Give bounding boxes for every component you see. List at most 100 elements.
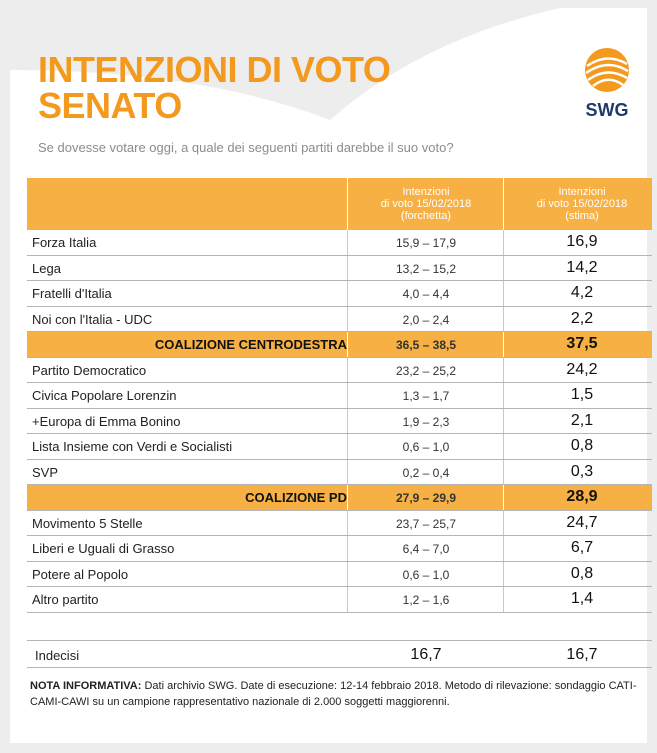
column-divider [503, 459, 504, 484]
vote-range: 23,2 – 25,2 [395, 363, 457, 378]
table-row: Potere al Popolo 0,6 – 1,0 0,8 [27, 561, 652, 587]
party-name: Forza Italia [32, 235, 97, 250]
vote-estimate: 0,8 [570, 564, 594, 582]
party-name: Lista Insieme con Verdi e Socialisti [32, 439, 233, 454]
column-divider [347, 536, 348, 561]
party-name: Lega [32, 260, 61, 276]
party-name: Civica Popolare Lorenzin [32, 388, 177, 403]
table-row: Partito Democratico 23,2 – 25,2 24,2 [27, 357, 652, 383]
column-divider [503, 587, 504, 612]
vote-estimate: 0,8 [570, 437, 594, 454]
vote-range: 36,5 – 38,5 [395, 338, 457, 352]
vote-estimate: 24,7 [566, 513, 598, 531]
header-estimate-line: di voto 15/02/2018 [536, 198, 628, 210]
party-name: Partito Democratico [32, 362, 147, 378]
vote-range: 0,2 – 0,4 [402, 465, 450, 480]
undecided-label: Indecisi [35, 648, 80, 663]
note-text: Dati archivio SWG. Date di esecuzione: 1… [30, 680, 637, 708]
vote-estimate: 2,2 [570, 309, 594, 327]
vote-range: 4,0 – 4,4 [402, 287, 450, 301]
party-name: Liberi e Uguali di Grasso [32, 541, 175, 556]
column-divider [347, 408, 348, 433]
party-name: Movimento 5 Stelle [32, 515, 143, 531]
vote-range: 1,9 – 2,3 [402, 414, 450, 429]
header-range-line: Intenzioni [402, 186, 450, 198]
column-divider [347, 485, 348, 510]
vote-estimate: 24,2 [566, 360, 598, 378]
header-range: Intenzioni di voto 15/02/2018 (forchetta… [349, 186, 503, 222]
table-row: Liberi e Uguali di Grasso 6,4 – 7,0 6,7 [27, 536, 652, 562]
vote-estimate: 2,1 [570, 411, 594, 429]
column-divider [347, 255, 348, 280]
table-row: Lega 13,2 – 15,2 14,2 [27, 255, 652, 281]
column-divider [503, 408, 504, 433]
column-divider [503, 536, 504, 561]
vote-range: 2,0 – 2,4 [402, 312, 450, 327]
vote-range: 1,2 – 1,6 [402, 593, 450, 607]
column-divider [503, 230, 504, 255]
table-body: Forza Italia 15,9 – 17,9 16,9 Lega 13,2 – 15… [27, 230, 652, 613]
vote-estimate: 28,9 [566, 488, 598, 505]
column-divider [347, 281, 348, 306]
column-divider [503, 306, 504, 331]
vote-estimate: 1,4 [570, 590, 594, 607]
party-name: Fratelli d'Italia [32, 286, 112, 301]
undecided-row: Indecisi 16,7 16,7 [27, 640, 652, 668]
column-divider [503, 561, 504, 586]
header-divider [347, 178, 348, 230]
column-divider [503, 383, 504, 408]
column-divider [347, 587, 348, 612]
column-divider [347, 230, 348, 255]
table-row: SVP 0,2 – 0,4 0,3 [27, 459, 652, 485]
table-row: Altro partito 1,2 – 1,6 1,4 [27, 587, 652, 613]
header-estimate: Intenzioni di voto 15/02/2018 (stima) [505, 186, 657, 222]
column-divider [503, 281, 504, 306]
vote-range: 0,6 – 1,0 [402, 440, 450, 454]
column-divider [503, 434, 504, 459]
page-title: INTENZIONI DI VOTO SENATO [38, 52, 391, 126]
question-text: Se dovesse votare oggi, a quale dei segu… [38, 140, 454, 155]
table-row: Lista Insieme con Verdi e Socialisti 0,6 … [27, 434, 652, 460]
vote-range: 0,6 – 1,0 [402, 567, 450, 582]
table-row: Noi con l'Italia - UDC 2,0 – 2,4 2,2 [27, 306, 652, 332]
header-estimate-line: Intenzioni [558, 186, 606, 198]
undecided-estimate: 16,7 [566, 646, 598, 663]
vote-range: 23,7 – 25,7 [395, 516, 457, 531]
table-row: Fratelli d'Italia 4,0 – 4,4 4,2 [27, 281, 652, 307]
column-divider [347, 383, 348, 408]
column-divider [347, 561, 348, 586]
title-line-2: SENATO [38, 85, 182, 126]
party-name: SVP [32, 464, 59, 480]
vote-range: 6,4 – 7,0 [402, 542, 450, 556]
column-divider [347, 357, 348, 382]
logo-text: SWG [585, 100, 629, 120]
results-table: Intenzioni di voto 15/02/2018 (forchetta… [27, 178, 652, 613]
column-divider [503, 485, 504, 510]
column-divider [347, 434, 348, 459]
party-name: Potere al Popolo [32, 566, 129, 582]
undecided-range: 16,7 [410, 646, 442, 663]
card [10, 8, 647, 743]
vote-range: 27,9 – 29,9 [395, 491, 457, 505]
vote-estimate: 37,5 [566, 335, 598, 352]
coalition-row: COALIZIONE CENTRODESTRA 36,5 – 38,5 37,5 [27, 332, 652, 358]
vote-estimate: 0,3 [570, 462, 594, 480]
party-name: COALIZIONE PD [245, 490, 347, 505]
note-label: NOTA INFORMATIVA: [30, 680, 142, 692]
header-range-line: di voto 15/02/2018 [380, 198, 472, 210]
column-divider [503, 255, 504, 280]
vote-range: 1,3 – 1,7 [402, 389, 450, 403]
vote-range: 15,9 – 17,9 [395, 236, 457, 250]
swg-logo: SWG [578, 42, 636, 122]
column-divider [503, 357, 504, 382]
vote-estimate: 16,9 [566, 233, 598, 250]
table-row: Forza Italia 15,9 – 17,9 16,9 [27, 230, 652, 256]
header-estimate-line: (stima) [565, 210, 599, 222]
swg-globe-icon [585, 48, 629, 92]
column-divider [347, 510, 348, 535]
table-row: Movimento 5 Stelle 23,7 – 25,7 24,7 [27, 510, 652, 536]
vote-estimate: 6,7 [570, 539, 594, 556]
vote-estimate: 4,2 [570, 284, 594, 301]
party-name: Noi con l'Italia - UDC [32, 311, 153, 327]
column-divider [503, 332, 504, 357]
